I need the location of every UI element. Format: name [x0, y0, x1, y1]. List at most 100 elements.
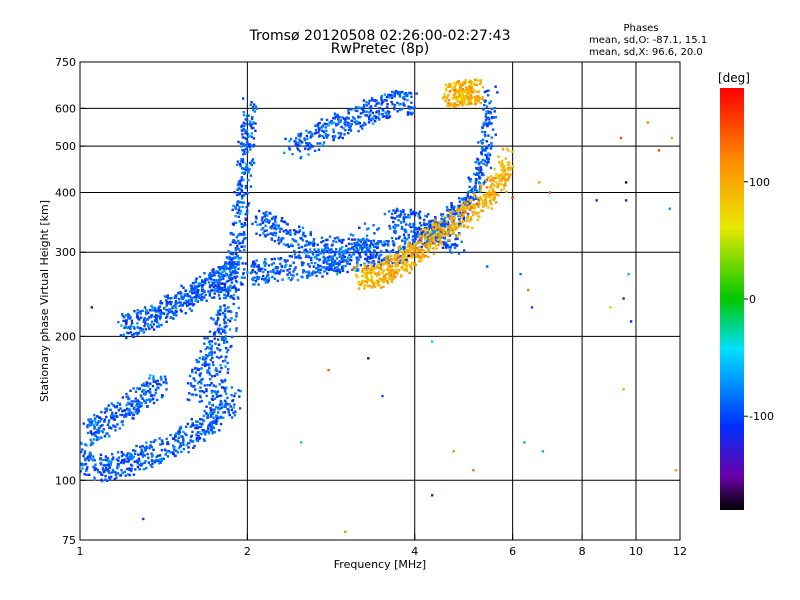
data-point-x	[357, 280, 361, 284]
data-point-o	[340, 254, 343, 258]
data-point-o	[221, 328, 224, 332]
data-point-o	[141, 455, 145, 458]
data-point-o	[202, 289, 206, 293]
data-point-o	[369, 109, 373, 112]
data-point-o	[204, 354, 208, 357]
data-point-o	[463, 249, 466, 252]
data-point-o	[341, 253, 345, 257]
data-point-o	[172, 437, 175, 440]
data-point-o	[352, 248, 356, 251]
data-point-o	[219, 349, 222, 352]
data-point-o	[123, 316, 126, 319]
data-point-o	[370, 242, 373, 245]
data-point-o	[201, 292, 204, 296]
data-point-o	[139, 445, 142, 449]
data-point-o	[317, 248, 320, 251]
data-point-x	[441, 234, 444, 237]
data-point-o	[137, 318, 140, 321]
data-point-x	[442, 215, 445, 218]
data-point-o	[404, 229, 407, 232]
data-point-o	[237, 140, 240, 144]
data-point-o	[151, 384, 155, 388]
data-point-o	[487, 117, 491, 121]
data-point-o	[417, 227, 420, 230]
data-point-o	[115, 406, 118, 409]
data-point-o	[203, 409, 206, 413]
data-point-o	[195, 438, 198, 441]
data-point-o	[197, 426, 201, 429]
data-point-o	[261, 221, 264, 225]
data-point-o	[357, 243, 360, 247]
data-point-o	[209, 406, 212, 410]
data-point-x	[511, 150, 514, 153]
data-point-o	[240, 125, 243, 129]
data-point-o	[274, 216, 277, 220]
data-point-o	[122, 459, 125, 463]
data-point-o	[254, 279, 258, 283]
data-point-o	[464, 199, 467, 202]
data-point-o	[180, 295, 183, 298]
data-point-o	[185, 443, 188, 447]
data-point-o	[200, 381, 203, 385]
data-point-o	[240, 157, 243, 161]
data-point-x	[363, 272, 366, 275]
data-point-x	[435, 226, 438, 229]
data-point-o	[194, 367, 197, 370]
data-point-o	[150, 326, 154, 329]
data-point-o	[257, 283, 260, 286]
data-point-o	[142, 320, 145, 323]
data-point-x	[405, 251, 408, 255]
data-point-o	[156, 398, 159, 402]
data-point-o	[211, 274, 214, 277]
data-point-o	[380, 94, 383, 98]
data-point-o	[220, 336, 224, 339]
data-point-o	[152, 307, 155, 310]
data-point-o	[220, 272, 223, 275]
data-point-o	[475, 189, 479, 192]
data-point-o	[114, 473, 118, 476]
data-point-o	[383, 257, 386, 260]
data-point-o	[351, 246, 354, 249]
data-point-o	[98, 426, 101, 430]
data-point-o	[457, 204, 460, 208]
data-point-o	[385, 114, 389, 117]
data-point-o	[487, 160, 490, 163]
data-point-o	[400, 227, 404, 231]
data-point-o	[246, 135, 250, 139]
data-point-o	[114, 429, 117, 432]
data-point-x	[473, 194, 476, 198]
data-point-x	[499, 179, 503, 182]
data-point-o	[135, 312, 139, 315]
data-point-o	[333, 134, 336, 138]
data-point-o	[458, 196, 461, 200]
data-point-o	[396, 101, 399, 105]
data-point-o	[179, 291, 182, 294]
data-point-o	[337, 237, 340, 240]
data-point-o	[179, 308, 182, 312]
data-point-o	[304, 248, 308, 251]
data-point-o	[264, 276, 267, 280]
data-point-o	[288, 271, 291, 274]
data-point-x	[477, 200, 480, 203]
data-point-x	[481, 209, 485, 213]
data-point-o	[199, 386, 202, 389]
data-point-x	[406, 256, 409, 260]
data-point-o	[206, 371, 209, 374]
data-point-o	[117, 456, 120, 459]
data-point-x	[457, 92, 460, 95]
data-point-o	[459, 204, 462, 207]
data-point-x	[394, 275, 397, 279]
data-point-o	[244, 218, 247, 222]
data-point-o	[486, 124, 489, 128]
data-point-o	[336, 115, 339, 118]
data-point-o	[427, 213, 430, 216]
data-point-o	[210, 411, 214, 415]
data-point-o	[174, 435, 177, 438]
data-points	[79, 78, 678, 534]
data-point-o	[251, 144, 255, 147]
data-point-o	[149, 444, 152, 447]
data-point-o	[254, 122, 257, 125]
data-point-o	[99, 453, 103, 456]
data-point-o	[225, 403, 228, 406]
data-point-o	[323, 122, 326, 125]
